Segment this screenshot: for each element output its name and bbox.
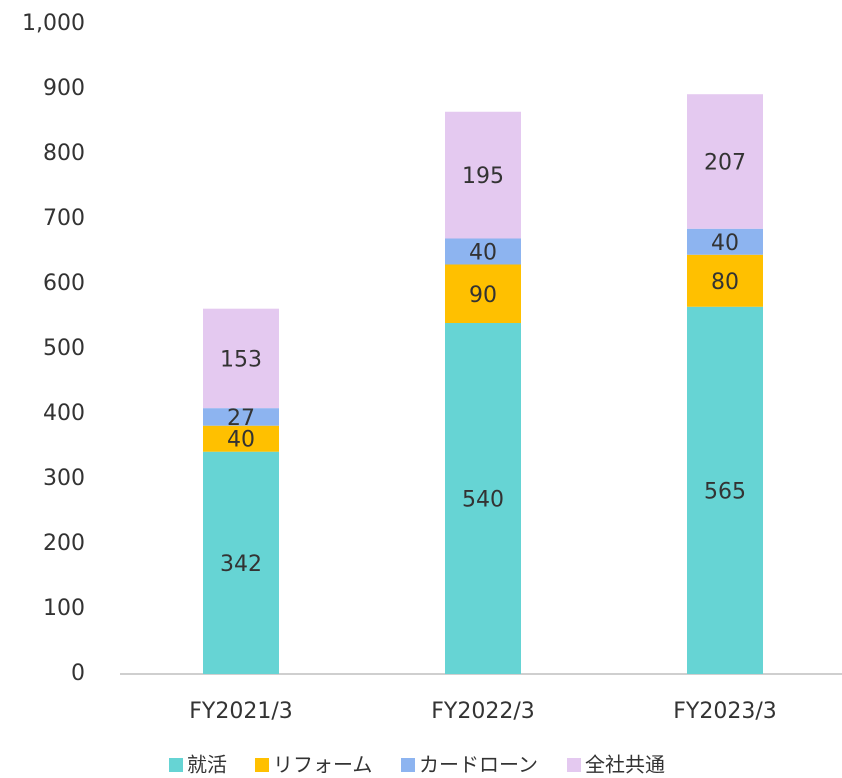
y-tick-label: 800 [43,141,85,166]
data-label: 40 [227,428,255,453]
legend-label: カードローン [419,753,538,777]
y-tick-label: 1,000 [22,11,85,36]
legend-swatch [255,758,269,772]
y-tick-label: 0 [71,661,85,686]
data-label: 565 [704,479,746,504]
data-label: 540 [462,488,504,513]
data-label: 195 [462,164,504,189]
data-label: 90 [469,283,497,308]
bar-segment [687,306,763,674]
bar-segment [445,111,521,239]
data-label: 40 [711,231,739,256]
bar-segment [687,254,763,307]
y-tick-label: 700 [43,206,85,231]
legend-swatch [169,758,183,772]
bar-segment [203,451,279,674]
data-label: 27 [227,406,255,431]
y-tick-label: 200 [43,531,85,556]
bar-segment [445,323,521,674]
bar-segment [203,408,279,426]
x-tick-label: FY2022/3 [431,699,535,724]
x-tick-label: FY2023/3 [673,699,777,724]
data-label: 342 [220,552,262,577]
data-label: 207 [704,150,746,175]
x-tick-label: FY2021/3 [189,699,293,724]
data-label: 40 [469,241,497,266]
bar-segment [445,264,521,323]
bar-segment [687,94,763,229]
legend-label: 全社共通 [585,753,665,777]
bar-segment [203,425,279,452]
legend-swatch [567,758,581,772]
legend-swatch [401,758,415,772]
legend-label: 就活 [187,753,227,777]
bar-segment [687,228,763,255]
bar-segment [203,308,279,409]
y-tick-label: 400 [43,401,85,426]
y-tick-label: 100 [43,596,85,621]
y-tick-label: 300 [43,466,85,491]
bar-segment [445,238,521,265]
y-tick-label: 500 [43,336,85,361]
legend-label: リフォーム [273,753,372,777]
y-tick-label: 900 [43,76,85,101]
y-tick-label: 600 [43,271,85,296]
data-label: 80 [711,270,739,295]
data-label: 153 [220,347,262,372]
